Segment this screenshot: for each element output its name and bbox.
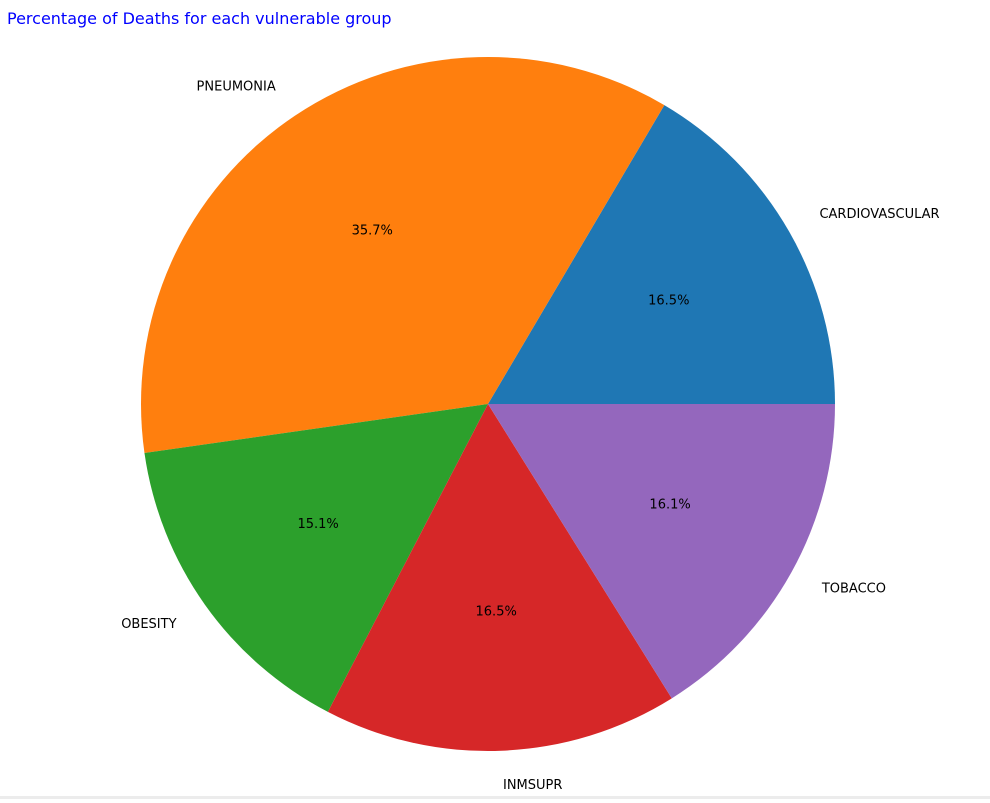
label-layer: 16.5% CARDIOVASCULAR 35.7% PNEUMONIA 15.1% OB… [121,79,939,793]
pct-label-pneumonia: 35.7% [352,223,393,238]
bottom-divider [0,796,990,799]
chart-title: Percentage of Deaths for each vulnerable… [7,9,392,28]
pie-slice-inmsupr [327,404,672,751]
pie-slice-obesity [144,404,488,712]
pie-slice-cardiovascular [488,105,835,404]
category-label-obesity: OBESITY [121,617,176,632]
category-label-pneumonia: PNEUMONIA [197,79,276,94]
pct-label-inmsupr: 16.5% [476,605,517,620]
category-label-inmsupr: INMSUPR [503,778,562,793]
pct-label-tobacco: 16.1% [649,497,690,512]
pct-label-obesity: 15.1% [297,517,338,532]
category-label-tobacco: TOBACCO [821,582,886,597]
pct-label-cardiovascular: 16.5% [648,293,689,308]
pie-slice-pneumonia [141,57,665,453]
category-label-cardiovascular: CARDIOVASCULAR [819,207,939,222]
pie-slice-tobacco [488,404,835,699]
slice-layer [141,57,835,751]
